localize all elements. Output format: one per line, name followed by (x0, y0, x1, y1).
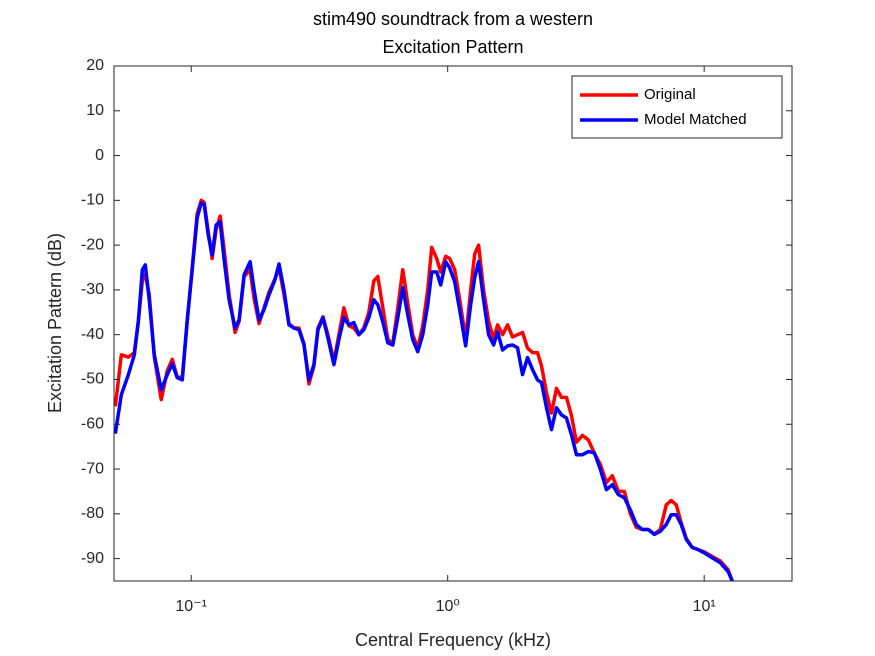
y-axis-label: Excitation Pattern (dB) (45, 233, 65, 413)
x-axis-label: Central Frequency (kHz) (355, 630, 551, 650)
y-tick-label: 20 (86, 57, 104, 74)
y-tick-label: -70 (81, 460, 104, 477)
chart-subtitle: Excitation Pattern (382, 37, 523, 57)
series-line (114, 201, 734, 581)
y-tick-label: 10 (86, 102, 104, 119)
y-tick-label: -50 (81, 371, 104, 388)
y-tick-label: -30 (81, 281, 104, 298)
plot-area (114, 198, 734, 581)
axes-box (113, 65, 793, 582)
y-tick-label: -10 (81, 192, 104, 209)
x-tick-label: 10⁻¹ (175, 598, 207, 615)
y-tick-label: -20 (81, 236, 104, 253)
y-tick-label: -60 (81, 415, 104, 432)
chart-title: stim490 soundtrack from a western (313, 9, 593, 29)
legend-label: Original (644, 86, 696, 103)
x-tick-label: 10⁰ (436, 598, 460, 615)
legend-label: Model Matched (644, 111, 747, 128)
y-tick-label: -90 (81, 550, 104, 567)
x-tick-label: 10¹ (693, 598, 716, 615)
y-tick-label: -40 (81, 326, 104, 343)
y-tick-label: -80 (81, 505, 104, 522)
legend-box (571, 75, 783, 139)
y-tick-label: 0 (95, 147, 104, 164)
